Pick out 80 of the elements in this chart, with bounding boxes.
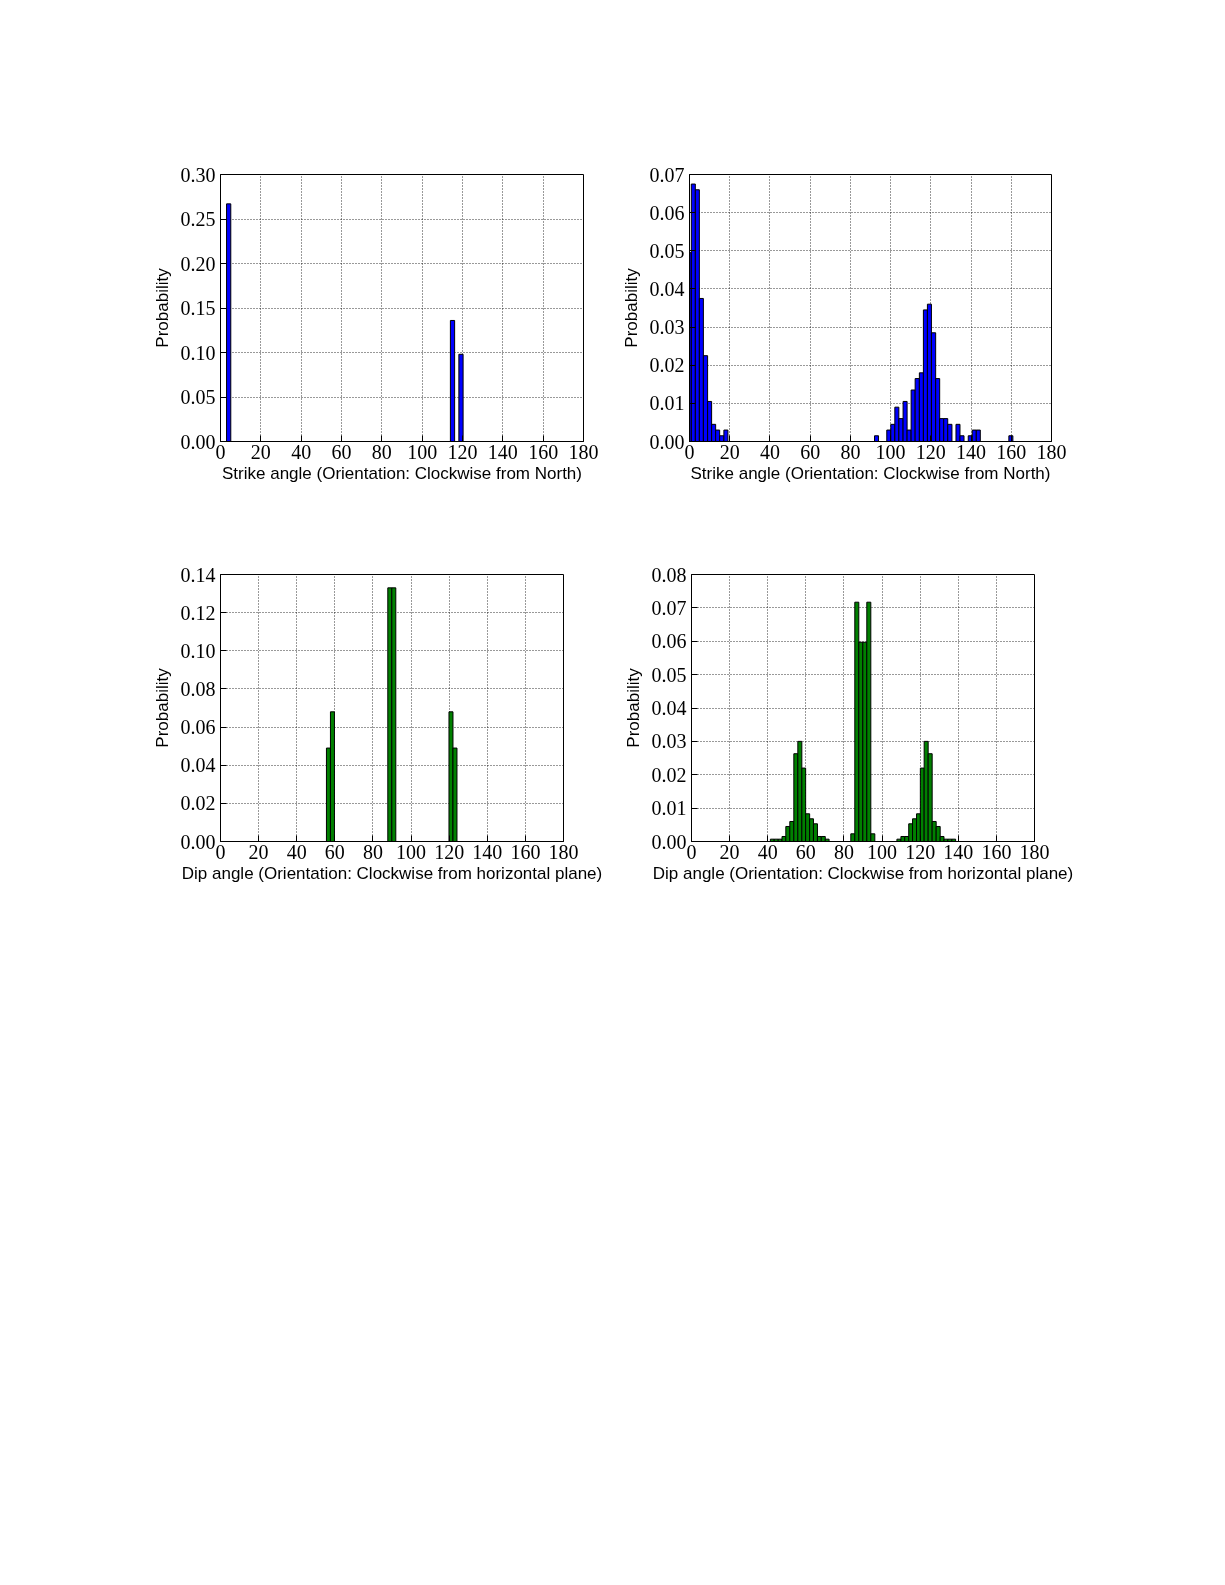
- y-tick-label: 0.15: [180, 297, 216, 319]
- y-tick-label: 0.30: [180, 163, 216, 186]
- y-tick-label: 0.05: [649, 239, 685, 262]
- x-tick-label: 180: [568, 440, 599, 463]
- y-tick-label: 0.08: [180, 677, 216, 700]
- y-tick-label: 0.01: [651, 797, 687, 820]
- x-axis-title: Dip angle (Orientation: Clockwise from horizontal plane): [652, 863, 1074, 883]
- x-axis-title: Strike angle (Orientation: Clockwise from North): [690, 463, 1051, 483]
- y-tick-label: 0.07: [649, 163, 685, 186]
- x-tick-label: 160: [981, 840, 1012, 863]
- y-tick-label: 0.00: [180, 430, 216, 453]
- x-tick-label: 160: [528, 440, 559, 463]
- x-tick-label: 120: [905, 840, 936, 863]
- y-tick-label: 0.04: [649, 277, 685, 300]
- x-tick-label: 60: [331, 440, 352, 463]
- x-tick-label: 100: [396, 840, 427, 863]
- y-tick-label: 0.14: [180, 563, 216, 586]
- y-tick-label: 0.08: [651, 563, 687, 586]
- x-tick-label: 180: [1036, 440, 1067, 463]
- x-tick-label: 20: [250, 440, 271, 463]
- y-tick-label: 0.06: [649, 201, 685, 224]
- y-tick-label: 0.10: [180, 341, 216, 364]
- x-tick-label: 20: [719, 440, 740, 463]
- x-tick-label: 140: [487, 440, 518, 463]
- x-tick-label: 80: [833, 840, 854, 863]
- y-tick-label: 0.06: [651, 630, 687, 653]
- y-tick-label: 0.02: [180, 792, 216, 815]
- y-tick-label: 0.25: [180, 208, 216, 230]
- y-tick-label: 0.03: [651, 730, 687, 753]
- x-tick-label: 160: [996, 440, 1027, 463]
- x-tick-label: 60: [800, 440, 821, 463]
- x-tick-label: 40: [286, 840, 307, 863]
- x-tick-label: 120: [434, 840, 465, 863]
- y-axis-title: Probability: [152, 667, 172, 748]
- y-tick-label: 0.00: [651, 830, 687, 853]
- x-tick-label: 160: [510, 840, 541, 863]
- x-tick-label: 40: [759, 440, 780, 463]
- x-tick-label: 0: [215, 440, 226, 463]
- y-tick-label: 0.12: [180, 601, 216, 624]
- x-tick-label: 100: [867, 840, 898, 863]
- x-tick-label: 0: [684, 440, 695, 463]
- y-tick-label: 0.05: [651, 663, 687, 686]
- y-axis-title: Probability: [623, 667, 643, 748]
- x-tick-label: 0: [686, 840, 697, 863]
- y-axis-title: Probability: [152, 267, 172, 348]
- x-tick-label: 140: [956, 440, 987, 463]
- x-tick-label: 100: [407, 440, 438, 463]
- y-axis-title: Probability: [621, 267, 641, 348]
- y-tick-label: 0.02: [649, 354, 685, 377]
- y-tick-label: 0.03: [649, 316, 685, 339]
- x-tick-label: 120: [447, 440, 478, 463]
- x-tick-label: 180: [548, 840, 579, 863]
- x-axis-title: Strike angle (Orientation: Clockwise from North): [222, 463, 582, 483]
- y-tick-label: 0.10: [180, 639, 216, 662]
- x-tick-label: 120: [915, 440, 946, 463]
- y-tick-label: 0.06: [180, 716, 216, 739]
- y-tick-label: 0.00: [180, 830, 216, 853]
- x-tick-label: 100: [875, 440, 906, 463]
- y-tick-label: 0.01: [649, 392, 685, 415]
- y-tick-label: 0.04: [651, 697, 687, 719]
- y-tick-label: 0.04: [180, 754, 216, 777]
- y-tick-label: 0.20: [180, 252, 216, 275]
- x-axis-title: Dip angle (Orientation: Clockwise from horizontal plane): [181, 863, 603, 883]
- y-tick-label: 0.00: [649, 430, 685, 453]
- x-tick-label: 40: [291, 440, 312, 463]
- x-tick-label: 140: [472, 840, 503, 863]
- x-tick-label: 60: [795, 840, 816, 863]
- y-tick-label: 0.05: [180, 386, 216, 408]
- x-tick-label: 60: [324, 840, 345, 863]
- x-tick-label: 40: [757, 840, 778, 863]
- x-tick-label: 0: [215, 840, 226, 863]
- x-tick-label: 80: [371, 440, 392, 463]
- x-tick-label: 20: [719, 840, 740, 863]
- x-tick-label: 80: [840, 440, 861, 463]
- x-tick-label: 20: [248, 840, 269, 863]
- x-tick-label: 180: [1019, 840, 1050, 863]
- x-tick-label: 140: [943, 840, 974, 863]
- x-tick-label: 80: [362, 840, 383, 863]
- y-tick-label: 0.02: [651, 763, 687, 786]
- y-tick-label: 0.07: [651, 596, 687, 619]
